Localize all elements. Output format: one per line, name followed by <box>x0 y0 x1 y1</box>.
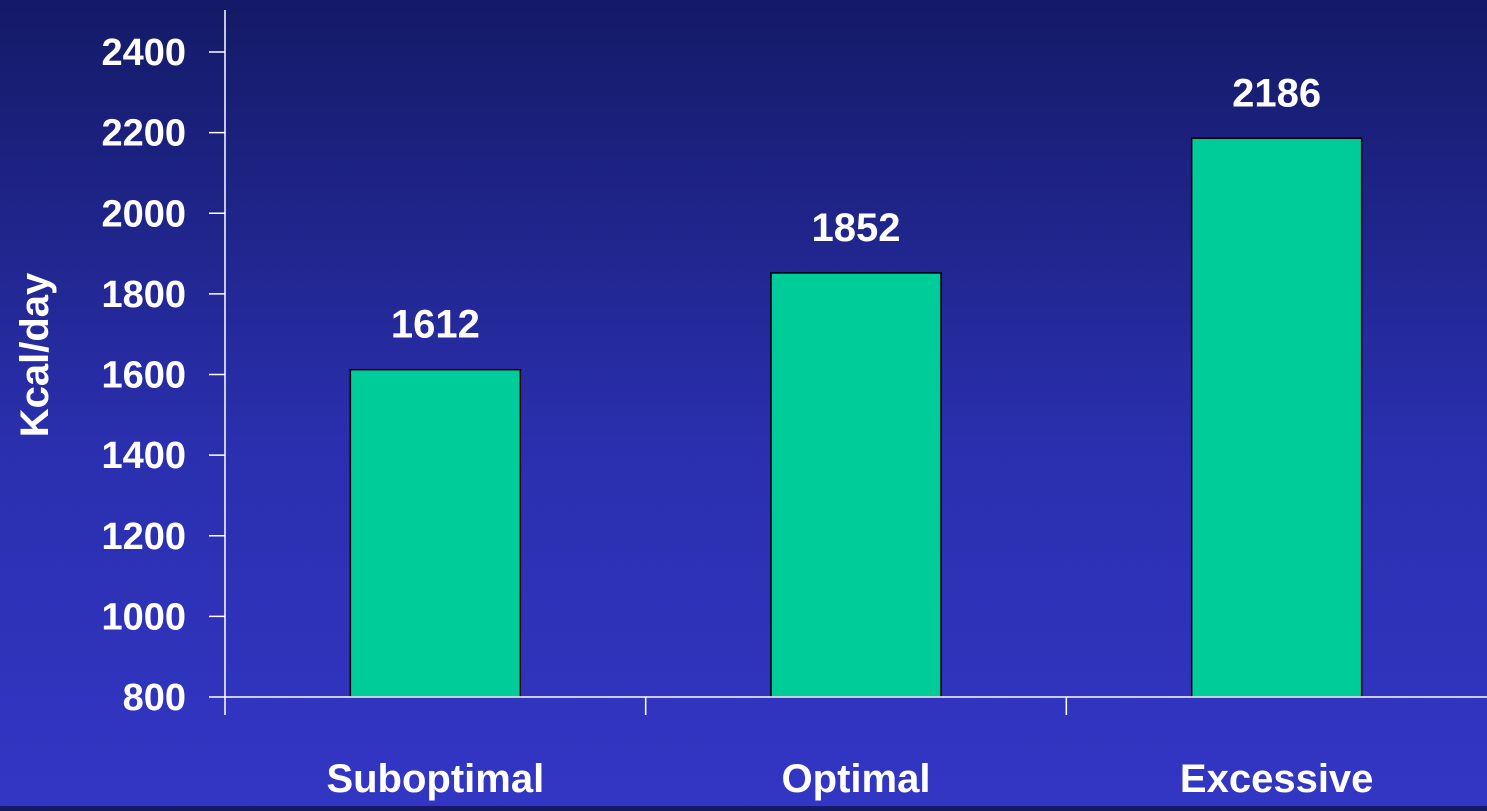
category-label: Suboptimal <box>326 757 544 801</box>
data-label: 1612 <box>391 303 480 347</box>
y-tick-label: 2200 <box>101 113 186 155</box>
y-tick-label: 1800 <box>101 274 186 316</box>
bar <box>770 272 942 698</box>
y-axis-ticks: 800 1000 1200 1400 1600 1800 2000 2200 2400 <box>101 32 225 719</box>
y-tick-label: 1200 <box>101 516 186 558</box>
y-tick-label: 2000 <box>101 193 186 235</box>
bar <box>349 368 522 698</box>
data-label: 2186 <box>1232 71 1321 115</box>
y-tick-label: 800 <box>123 677 186 719</box>
bars-group: 1612 Suboptimal 1852 Optimal 2186 Excessive <box>326 71 1373 801</box>
y-axis-label: Kcal/day <box>13 272 57 437</box>
y-tick-label: 1000 <box>101 596 186 638</box>
category-label: Excessive <box>1180 757 1374 801</box>
y-tick-label: 2400 <box>101 32 186 74</box>
y-tick-label: 1400 <box>101 435 186 477</box>
category-label: Optimal <box>782 757 931 801</box>
data-label: 1852 <box>812 206 901 250</box>
x-axis-ticks <box>644 697 1068 715</box>
bar <box>1190 137 1363 698</box>
y-tick-label: 1600 <box>101 355 186 397</box>
